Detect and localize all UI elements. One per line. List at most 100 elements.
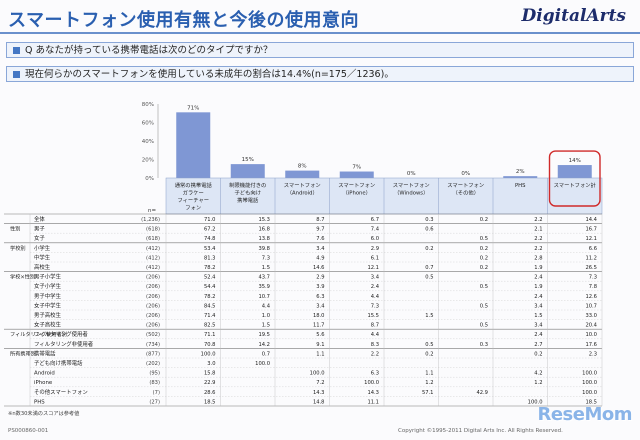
cell-value: 8.7: [316, 217, 324, 223]
summary-text: 現在何らかのスマートフォンを使用している未成年の割合は14.4%(n=175／1…: [25, 69, 394, 80]
bar: [339, 171, 374, 178]
cell-value: 18.0: [313, 313, 325, 319]
cell-value: 2.3: [589, 351, 597, 357]
row-label: その他スマートフォン: [34, 388, 88, 396]
category-label: （Windows）: [394, 190, 428, 197]
cell-value: 3.0: [207, 361, 215, 367]
cell-value: 3.4: [316, 303, 325, 309]
cell-value: 0.5: [425, 275, 433, 281]
cell-value: 39.8: [258, 246, 270, 252]
category-label: ガラケー: [183, 189, 204, 197]
cell-value: 100.0: [201, 351, 216, 357]
cell-value: 71.0: [204, 217, 216, 223]
row-group-label: 所有携帯別: [10, 349, 36, 357]
resemom-watermark: ReseMom: [537, 404, 632, 425]
cell-value: 100.0: [582, 380, 597, 386]
bar-value-label: 15%: [242, 157, 254, 163]
cell-value: 8.3: [371, 342, 379, 348]
category-label: スマートフォン: [284, 182, 321, 189]
y-tick-label: 60%: [142, 121, 154, 127]
category-label: 制限機能付きの: [229, 181, 266, 189]
bar: [176, 112, 211, 178]
bullet-square-icon: [13, 71, 20, 78]
cell-value: 71.1: [204, 332, 216, 338]
cell-value: 8.7: [371, 323, 379, 329]
cell-value: 12.1: [367, 265, 379, 271]
cell-value: 10.0: [585, 332, 597, 338]
cell-value: 4.4: [371, 332, 380, 338]
cell-value: 2.7: [534, 342, 542, 348]
cell-value: 0.5: [425, 342, 433, 348]
cell-value: 74.8: [204, 236, 216, 242]
cell-value: 9.7: [316, 227, 324, 233]
cell-value: 11.2: [585, 255, 597, 261]
cell-value: 14.3: [313, 390, 325, 396]
cell-value: 6.7: [371, 217, 379, 223]
cell-value: 7.8: [589, 284, 597, 290]
cell-value: 1.5: [262, 265, 270, 271]
cell-value: 7.3: [589, 275, 597, 281]
category-label: （その他）: [453, 189, 480, 197]
cell-value: 0.2: [480, 246, 488, 252]
cell-value: 100.0: [582, 390, 597, 396]
y-tick-label: 40%: [142, 139, 154, 145]
cell-value: 100.0: [310, 371, 325, 377]
cell-value: 0.6: [425, 227, 433, 233]
title-rule: [0, 32, 640, 34]
cell-value: 16.7: [585, 227, 597, 233]
cell-value: 18.5: [204, 399, 216, 405]
cell-value: 7.3: [371, 303, 379, 309]
cell-value: 12.6: [585, 294, 597, 300]
row-group-label: 学校別: [10, 244, 26, 252]
category-label: 携帯電話: [237, 196, 259, 204]
cell-value: 100.0: [582, 371, 597, 377]
cell-value: 100.0: [255, 361, 270, 367]
cell-value: 4.4: [262, 303, 271, 309]
chart-svg: 0% 20% 40% 60% 80% 71% 15% 8% 7% 0% 0% 2% 14% 通常の携帯電話…: [4, 102, 603, 417]
title-bar: スマートフォン使用有無と今後の使用意向 DigitalArts: [0, 0, 640, 34]
summary-box: 現在何らかのスマートフォンを使用している未成年の割合は14.4%(n=175／1…: [6, 66, 634, 82]
cell-value: 0.2: [534, 351, 542, 357]
y-tick-label: 0%: [145, 176, 154, 182]
row-label: 中学生: [34, 253, 51, 261]
y-tick-label: 20%: [142, 158, 154, 164]
cell-value: 0.2: [480, 265, 488, 271]
cell-value: 14.6: [313, 265, 325, 271]
cell-value: 14.2: [258, 342, 270, 348]
bar-value-label: 2%: [516, 169, 525, 175]
row-n-value: (206): [146, 294, 160, 300]
row-n-value: (206): [146, 323, 160, 329]
bar: [557, 165, 592, 178]
cell-value: 0.7: [425, 265, 433, 271]
category-label: スマートフォン: [447, 182, 484, 189]
cell-value: 0.3: [480, 342, 488, 348]
cell-value: 1.1: [316, 351, 324, 357]
row-label: 女子: [34, 234, 45, 242]
cell-value: 71.4: [204, 313, 216, 319]
watermark-text: ReseMom: [537, 404, 632, 425]
cell-value: 7.4: [371, 227, 380, 233]
row-label: iPhone: [34, 380, 53, 386]
cell-value: 15.3: [258, 217, 270, 223]
y-tick-label: 80%: [142, 102, 154, 108]
row-n-value: (502): [146, 332, 160, 338]
row-label: 女子小学生: [34, 282, 62, 290]
n-header: n=: [148, 208, 156, 214]
cell-value: 1.0: [262, 313, 270, 319]
row-label: 高校生: [34, 263, 51, 271]
cell-value: 10.7: [585, 303, 597, 309]
row-n-value: (734): [146, 342, 160, 348]
cell-value: 20.4: [585, 323, 597, 329]
row-label: 男子: [34, 226, 45, 233]
cell-value: 4.4: [371, 294, 380, 300]
cell-value: 43.7: [258, 275, 270, 281]
row-n-value: (206): [146, 313, 160, 319]
row-label: 子ども向け携帯電話: [34, 359, 83, 367]
cell-value: 0.2: [480, 217, 488, 223]
cell-value: 15.8: [204, 371, 216, 377]
cell-value: 2.2: [371, 351, 379, 357]
cell-value: 2.4: [534, 294, 543, 300]
row-n-value: (83): [149, 380, 160, 386]
cell-value: 1.2: [534, 380, 542, 386]
logo-text: DigitalArts: [521, 6, 626, 26]
